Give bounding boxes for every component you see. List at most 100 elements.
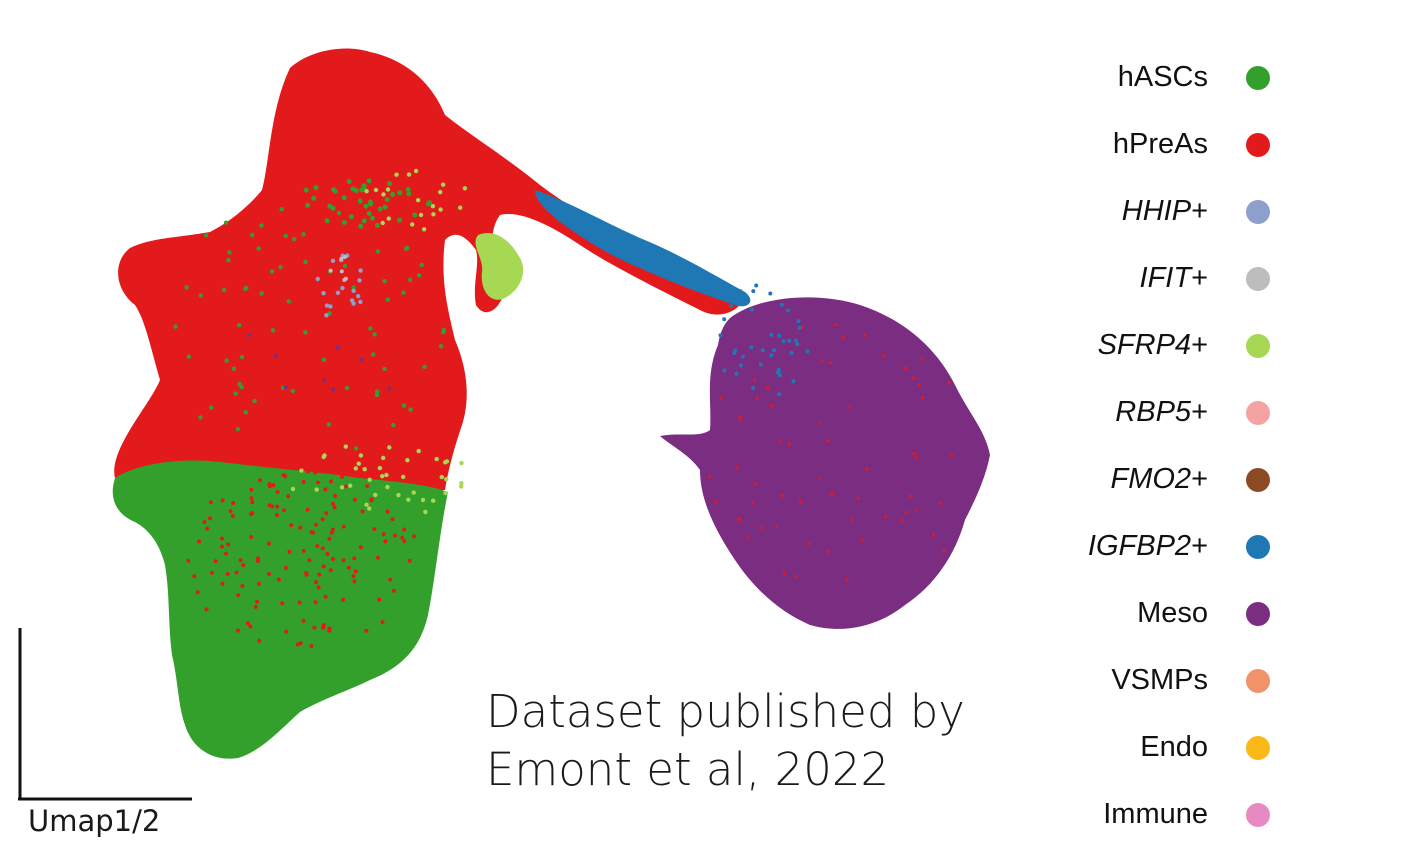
cell-dot [421,227,427,232]
cell-dot [406,172,412,177]
cell-dot [769,353,774,358]
cell-dot [223,220,229,225]
cell-dot [184,285,189,290]
cell-dot [236,593,241,598]
legend-gene-name: IFIT [1139,262,1192,294]
cell-dot [327,626,332,631]
cell-dot [375,389,380,394]
cell-dot [431,498,436,503]
cell-dot [342,278,347,282]
cell-dot [932,533,936,537]
cell-dot [271,483,276,488]
cell-dot [459,484,464,489]
legend-item: FMO2+ [1040,446,1270,513]
cell-dot [343,484,348,489]
cell-dot [226,258,231,263]
legend-color-dot [1246,802,1270,827]
cell-dot [221,287,227,293]
cell-dot [722,368,727,373]
cell-dot [406,497,411,502]
cell-dot [718,333,723,338]
cell-dot [321,454,326,460]
cell-dot [224,358,229,363]
cell-dot [209,570,214,575]
cell-dot [401,403,407,408]
cell-dot [239,354,245,360]
cell-dot [295,642,300,647]
cell-dot [381,455,386,461]
cell-dot [373,492,378,498]
cell-dot [826,550,830,554]
cell-dot [343,444,348,449]
cell-dot [439,474,444,480]
cell-dot [219,536,224,541]
cell-dot [249,535,254,539]
cell-dot [267,572,271,577]
cell-dot [248,624,253,629]
legend-label: hPreAs [1112,128,1208,160]
cell-dot [208,516,212,521]
cell-dot [377,597,382,602]
legend-color-dot [1246,333,1270,358]
cell-dot [390,517,395,522]
cell-dot [758,362,763,367]
cell-dot [327,536,332,541]
cluster-regions [112,48,990,759]
cell-dot [368,201,374,207]
cell-dot [258,478,262,483]
cell-dot [789,350,794,355]
cell-dot [316,480,320,485]
legend-gene-name: IGFBP2 [1087,530,1192,562]
cell-dot [235,426,240,432]
cell-dot [341,524,346,529]
cell-dot [301,479,306,484]
cell-dot [387,445,392,450]
cell-dot [397,190,403,196]
cell-dot [301,232,306,237]
cell-dot [781,339,786,344]
cell-dot [249,512,254,516]
cell-dot [352,497,357,502]
cell-dot [443,460,448,465]
cell-dot [917,383,921,387]
cell-dot [290,388,295,394]
legend-item: IGFBP2+ [1040,513,1270,580]
cell-dot [401,474,406,480]
cell-dot [380,220,385,226]
cell-dot [342,263,348,269]
cell-dot [278,264,283,270]
cell-dot [301,548,306,553]
cell-dot [441,330,446,335]
cell-dot [357,278,362,283]
cell-dot [405,187,411,192]
cell-dot [314,487,319,492]
cell-dot [793,338,798,343]
cell-dot [367,477,372,482]
cell-dot [780,494,784,498]
cell-dot [407,558,412,563]
cell-dot [315,544,320,549]
cell-dot [303,187,309,193]
cell-dot [252,398,257,404]
cell-dot [422,364,427,369]
legend-color-dot [1246,266,1270,291]
cell-dot [444,477,449,482]
cell-dot [782,571,786,576]
cell-dot [330,527,335,532]
cell-dot [339,269,344,274]
cell-dot [375,249,381,254]
cell-dot [740,354,745,359]
cell-dot [751,500,755,505]
cell-dot [749,345,754,350]
cell-dot [224,551,229,556]
legend-label: Endo [1140,731,1208,763]
cell-dot [826,439,830,443]
cell-dot [845,577,849,582]
cell-dot [438,344,444,349]
cell-dot [738,363,743,368]
legend-label: hASCs [1117,61,1208,93]
cell-dot [390,191,396,197]
cell-dot [374,392,380,398]
cell-dot [376,555,380,560]
